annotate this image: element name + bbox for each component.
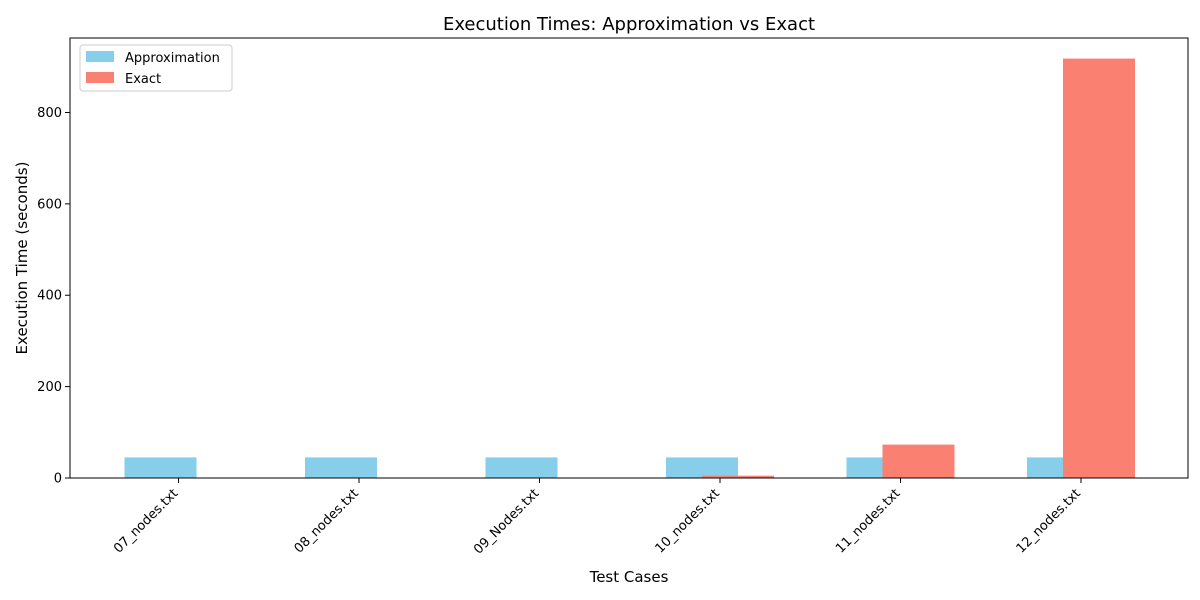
legend-label-approximation: Approximation [125,51,220,66]
legend-swatch-exact [86,72,114,83]
x-tick-label: 09_Nodes.txt [471,486,542,557]
y-tick-label: 200 [37,380,62,395]
bars-layer [124,58,1135,478]
y-tick-label: 0 [54,472,62,487]
chart-title: Execution Times: Approximation vs Exact [443,14,815,35]
x-tick-label: 08_nodes.txt [292,486,362,556]
x-tick-label: 12_nodes.txt [1014,486,1084,556]
plot-frame [69,37,1189,479]
bar-approximation-08_nodes.txt [305,457,377,478]
bar-exact-10_nodes.txt [702,475,774,478]
bar-exact-11_nodes.txt [882,444,955,478]
bar-approximation-09_Nodes.txt [485,457,558,478]
bar-exact-12_nodes.txt [1063,58,1135,478]
legend-label-exact: Exact [125,72,161,87]
y-tick-label: 400 [37,289,62,304]
legend-swatch-approximation [86,51,114,62]
x-tick-label: 10_nodes.txt [653,486,723,556]
bar-approximation-10_nodes.txt [666,457,738,478]
axes-layer: 0 200 400 600 800 07_nodes.txt 08_nodes.txt 09_… [37,37,1189,557]
bar-approximation-07_nodes.txt [124,457,197,478]
x-tick-label: 07_nodes.txt [111,486,181,556]
x-axis-label: Test Cases [589,568,669,586]
y-axis-label: Execution Time (seconds) [13,162,31,355]
y-tick-label: 600 [37,197,62,212]
legend-frame [79,44,233,92]
x-tick-label: 11_nodes.txt [833,486,903,556]
legend: Approximation Exact [79,44,233,92]
y-tick-label: 800 [37,106,62,121]
